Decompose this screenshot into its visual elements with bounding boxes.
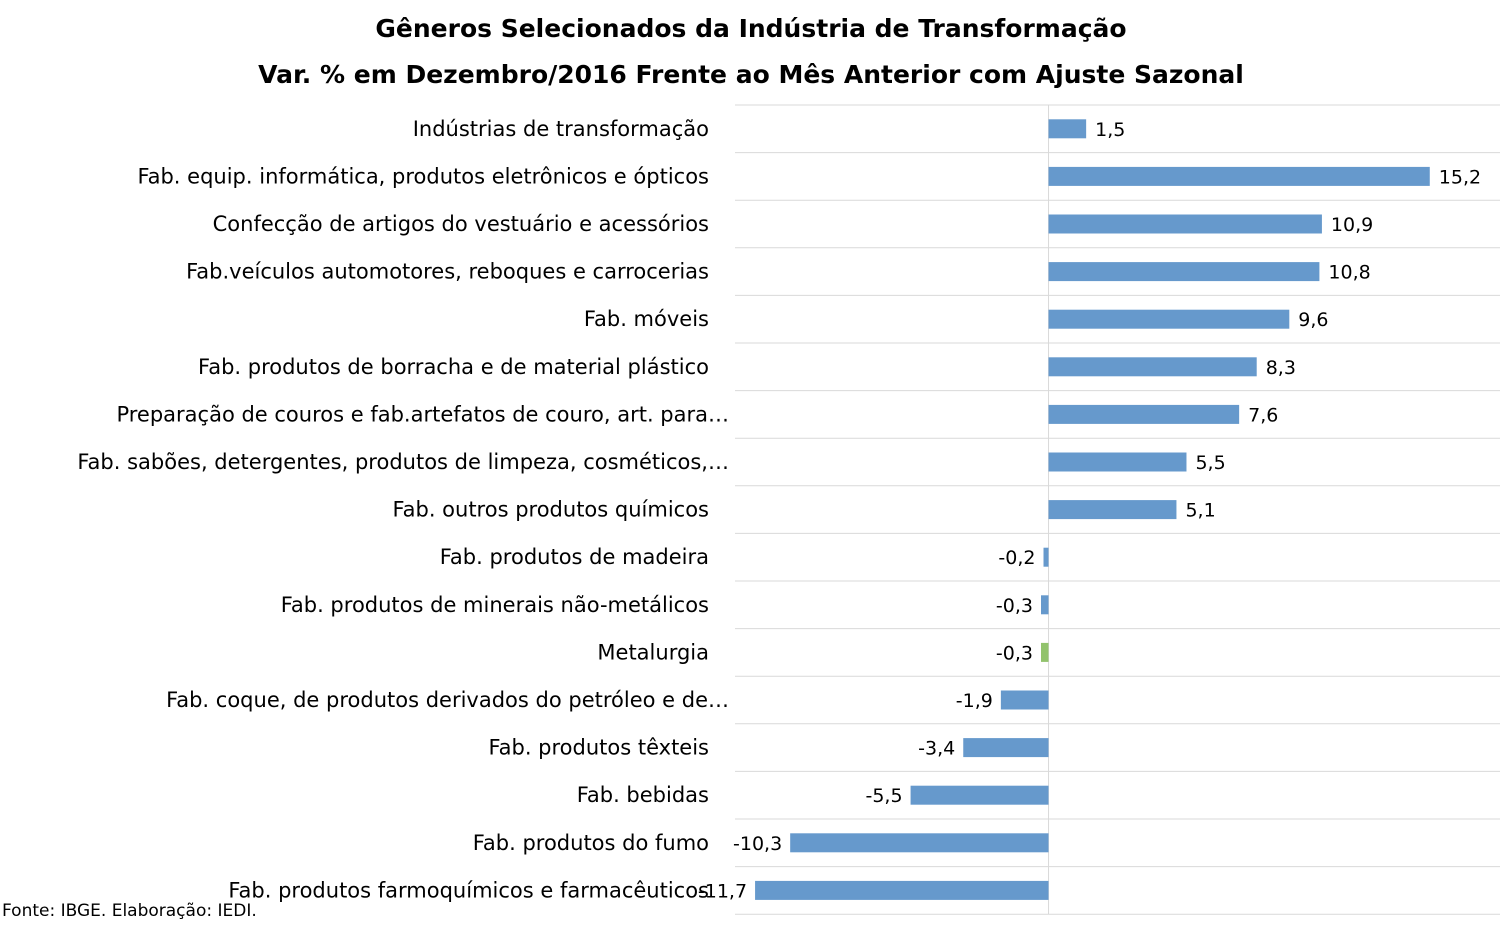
- category-label: Fab. sabões, detergentes, produtos de li…: [77, 450, 729, 474]
- value-label: -3,4: [918, 738, 955, 760]
- category-label: Fab. coque, de produtos derivados do pet…: [166, 688, 729, 712]
- value-labels: 1,5 15,2 10,9 10,8 9,6 8,3 7,6 5,5 5,1 -0,2 -0,3 -0…: [698, 119, 1481, 903]
- value-label: -10,3: [733, 833, 782, 855]
- value-label: 1,5: [1095, 119, 1125, 141]
- category-label: Indústrias de transformação: [413, 117, 709, 141]
- chart-title: Gêneros Selecionados da Indústria de Tra…: [375, 14, 1126, 43]
- value-label: -11,7: [698, 880, 747, 902]
- category-label: Confecção de artigos do vestuário e aces…: [213, 212, 709, 236]
- bar: [1048, 119, 1087, 139]
- bar: [1041, 642, 1049, 662]
- bar: [1048, 309, 1290, 329]
- bar: [1041, 595, 1049, 615]
- category-label: Fab.veículos automotores, reboques e car…: [186, 260, 709, 284]
- category-label: Fab. produtos têxteis: [488, 736, 709, 760]
- bars: [755, 119, 1430, 900]
- bar: [1048, 500, 1177, 520]
- value-label: -5,5: [865, 785, 902, 807]
- value-label: -0,2: [998, 547, 1035, 569]
- bar: [1048, 262, 1320, 282]
- value-label: 7,6: [1248, 404, 1278, 426]
- category-label: Fab. móveis: [584, 307, 709, 331]
- value-label: 15,2: [1439, 166, 1481, 188]
- bar: [1048, 214, 1322, 234]
- value-label: 5,1: [1185, 500, 1215, 522]
- category-label: Fab. produtos do fumo: [473, 831, 709, 855]
- value-label: -0,3: [996, 595, 1033, 617]
- category-label: Fab. bebidas: [577, 783, 709, 807]
- category-label: Fab. produtos de madeira: [440, 545, 709, 569]
- bar: [755, 880, 1049, 900]
- category-label: Fab. produtos de minerais não-metálicos: [281, 593, 709, 617]
- value-label: 10,8: [1328, 262, 1370, 284]
- gridlines: [735, 104, 1500, 915]
- chart-subtitle: Var. % em Dezembro/2016 Frente ao Mês An…: [258, 60, 1244, 89]
- bar: [1048, 166, 1430, 186]
- value-label: 9,6: [1298, 309, 1328, 331]
- value-label: -0,3: [996, 642, 1033, 664]
- bar: [790, 833, 1049, 853]
- category-label: Fab. produtos de borracha e de material …: [198, 355, 709, 379]
- bar: [1043, 547, 1049, 567]
- bar: [1048, 452, 1187, 472]
- category-labels: Indústrias de transformação Fab. equip. i…: [77, 117, 729, 903]
- bar: [1048, 404, 1240, 424]
- category-label: Fab. equip. informática, produtos eletrô…: [137, 164, 709, 188]
- value-label: 5,5: [1195, 452, 1225, 474]
- source-note: Fonte: IBGE. Elaboração: IEDI.: [2, 901, 257, 921]
- category-label: Preparação de couros e fab.artefatos de …: [116, 402, 729, 426]
- value-label: 10,9: [1331, 214, 1373, 236]
- bar: [1000, 690, 1049, 710]
- value-label: -1,9: [956, 690, 993, 712]
- category-label: Metalurgia: [597, 640, 709, 664]
- bar: [1048, 357, 1257, 377]
- value-label: 8,3: [1266, 357, 1296, 379]
- category-label: Fab. produtos farmoquímicos e farmacêuti…: [228, 878, 709, 902]
- category-label: Fab. outros produtos químicos: [392, 498, 709, 522]
- bar: [963, 738, 1049, 758]
- bar: [910, 785, 1049, 805]
